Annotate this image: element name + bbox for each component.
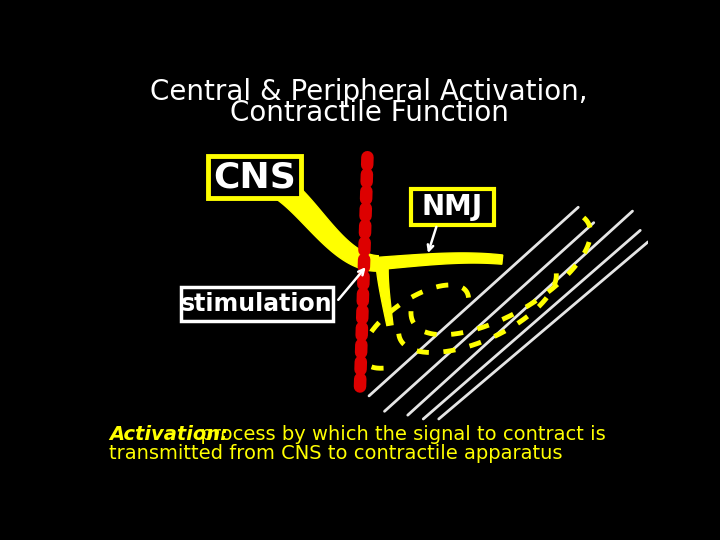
FancyBboxPatch shape [411, 189, 494, 225]
Text: CNS: CNS [213, 160, 296, 194]
Text: process by which the signal to contract is: process by which the signal to contract … [189, 425, 606, 444]
Text: Contractile Function: Contractile Function [230, 98, 508, 126]
Text: Central & Peripheral Activation,: Central & Peripheral Activation, [150, 78, 588, 106]
FancyBboxPatch shape [208, 157, 301, 198]
Text: NMJ: NMJ [422, 193, 483, 221]
Text: transmitted from CNS to contractile apparatus: transmitted from CNS to contractile appa… [109, 444, 563, 463]
Text: stimulation: stimulation [181, 292, 333, 316]
FancyBboxPatch shape [181, 287, 333, 321]
Text: Activation:: Activation: [109, 425, 228, 444]
Polygon shape [378, 253, 503, 269]
Polygon shape [256, 165, 378, 271]
Polygon shape [376, 264, 393, 326]
